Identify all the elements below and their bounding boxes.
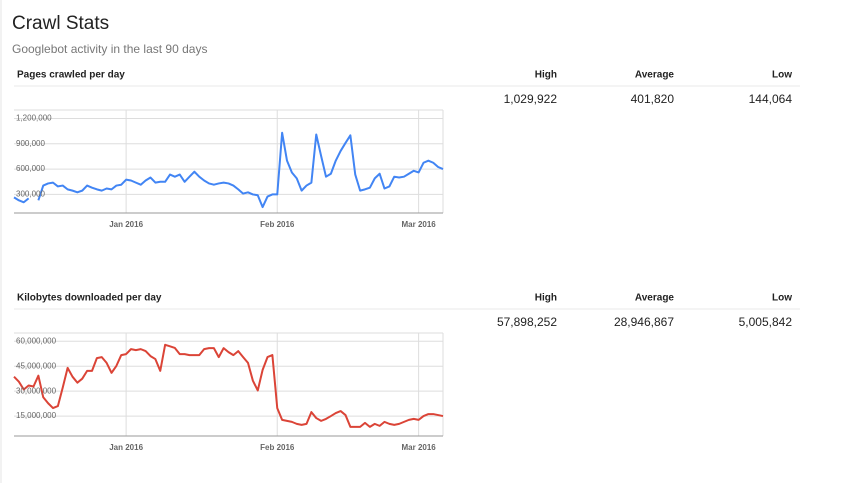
y-tick-label: 30,000,000 [16, 386, 57, 395]
x-tick-label: Mar 2016 [402, 443, 437, 452]
stat-header: Low [772, 70, 792, 81]
stat-header: High [535, 70, 557, 81]
y-tick-label: 900,000 [16, 139, 45, 148]
page-subtitle: Googlebot activity in the last 90 days [12, 42, 207, 56]
stat-value: 401,820 [631, 92, 675, 106]
chart-title: Kilobytes downloaded per day [17, 293, 162, 304]
x-tick-label: Jan 2016 [109, 443, 143, 452]
data-line [13, 131, 444, 209]
y-tick-label: 600,000 [16, 164, 45, 173]
x-tick-label: Mar 2016 [402, 220, 437, 229]
y-tick-label: 45,000,000 [16, 361, 57, 370]
data-line [13, 343, 444, 428]
y-tick-label: 60,000,000 [16, 336, 57, 345]
y-tick-label: 15,000,000 [16, 411, 57, 420]
stat-header: Average [635, 293, 675, 304]
y-tick-label: 300,000 [16, 190, 45, 199]
stat-value: 57,898,252 [497, 315, 557, 329]
page-title: Crawl Stats [12, 13, 109, 34]
stat-value: 144,064 [749, 92, 793, 106]
x-tick-label: Feb 2016 [260, 443, 295, 452]
y-tick-label: 1,200,000 [16, 114, 52, 123]
chart-title: Pages crawled per day [17, 70, 125, 81]
stat-value: 1,029,922 [504, 92, 558, 106]
stat-header: Average [635, 70, 675, 81]
stat-header: High [535, 293, 557, 304]
stat-value: 28,946,867 [614, 315, 674, 329]
x-tick-label: Jan 2016 [109, 220, 143, 229]
x-tick-label: Feb 2016 [260, 220, 295, 229]
stat-header: Low [772, 293, 792, 304]
stat-value: 5,005,842 [739, 315, 793, 329]
